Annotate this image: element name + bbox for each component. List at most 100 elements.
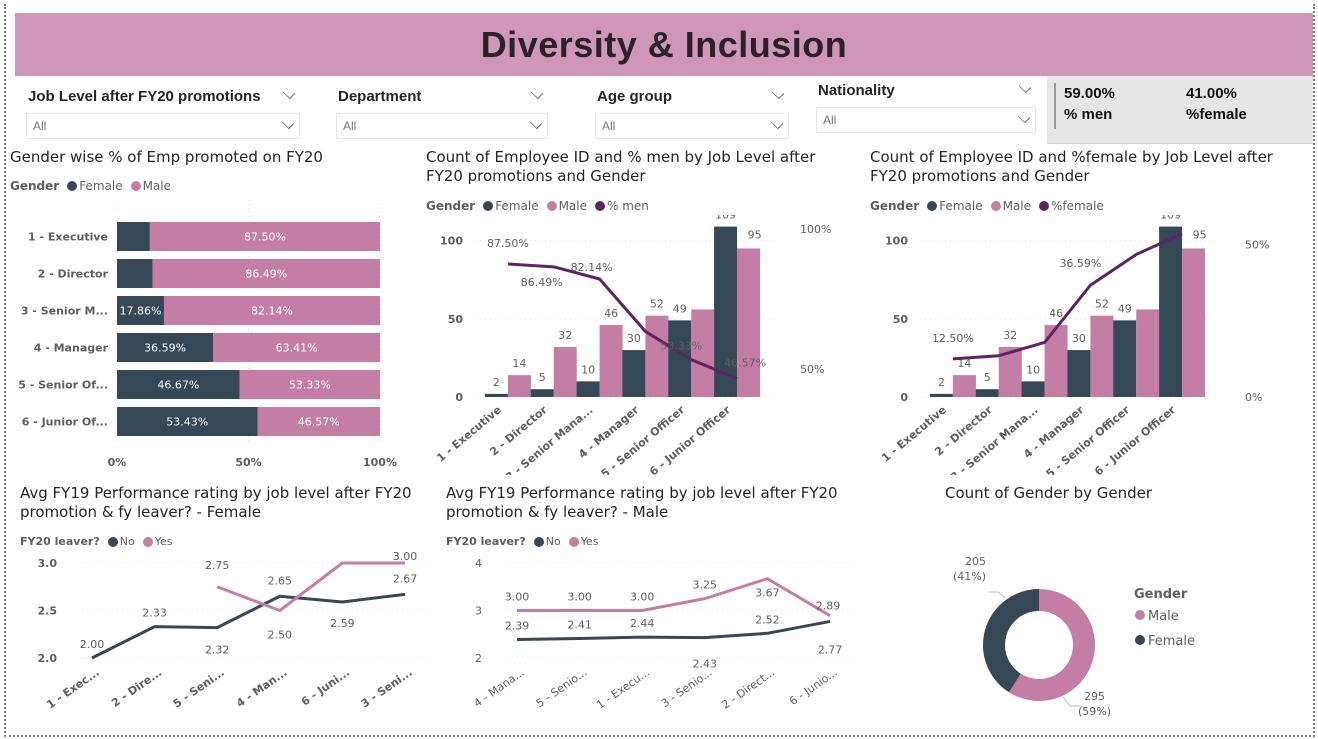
slicer-nationality[interactable]: Nationality All <box>816 79 1036 133</box>
bar-male <box>213 333 380 362</box>
chevron-down-icon[interactable] <box>282 86 296 100</box>
bar-female <box>1159 226 1183 397</box>
data-label: 49 <box>1118 302 1132 315</box>
line-series-no <box>91 592 406 660</box>
data-label: 2.41 <box>567 619 592 632</box>
y-tick-label: 0 <box>900 391 908 404</box>
x-tick-label: 4 - Man... <box>234 666 289 710</box>
y-tick-label: 2 - Director <box>38 268 109 281</box>
slicer-job-level[interactable]: Job Level after FY20 promotions All <box>26 85 300 139</box>
x-tick-label: 0% <box>108 456 127 469</box>
legend-dot-icon <box>568 536 579 547</box>
slicer-dropdown[interactable]: All <box>816 107 1036 133</box>
slicer-department[interactable]: Department All <box>336 85 548 139</box>
bar-male <box>239 370 380 399</box>
legend-dot-icon <box>1039 201 1050 211</box>
slicer-title: Nationality <box>818 81 895 99</box>
page-title: Diversity & Inclusion <box>480 23 848 65</box>
bar-female <box>117 259 153 288</box>
data-label: 10 <box>1026 363 1040 376</box>
x-tick-label: 4 - Mana... <box>471 666 526 710</box>
kpi-value: 59.00% <box>1064 85 1115 102</box>
legend-item-male[interactable]: Male <box>130 179 171 193</box>
data-label: 2.77 <box>818 643 843 656</box>
slicer-dropdown[interactable]: All <box>595 113 789 139</box>
legend-dot-icon <box>990 201 1001 211</box>
data-label: 49 <box>673 302 687 315</box>
slicer-age-group[interactable]: Age group All <box>595 85 789 139</box>
legend-item-no[interactable]: No <box>107 535 135 548</box>
bar-female <box>622 350 646 397</box>
data-label: 3.00 <box>567 591 592 604</box>
slicer-dropdown[interactable]: All <box>336 113 548 139</box>
data-label: 46.57% <box>298 416 340 429</box>
data-label: 109 <box>1160 215 1181 222</box>
y-tick-label: 1 - Executive <box>28 231 108 244</box>
legend-dot-icon <box>130 181 141 191</box>
legend-item-pct-female[interactable]: %female <box>1039 199 1104 213</box>
chevron-down-icon[interactable] <box>281 116 295 130</box>
slicer-title: Job Level after FY20 promotions <box>28 87 261 105</box>
legend-item-female[interactable]: Female <box>927 199 983 213</box>
legend-item-pct-men[interactable]: % men <box>595 199 649 213</box>
perf-male-chart: 2 3 4 4 - Mana... 5 - Senio... 1 - Execu... 3 … <box>471 557 855 712</box>
data-label: 2 <box>493 376 500 389</box>
legend-item-male[interactable]: Male <box>546 199 587 213</box>
legend-dot-icon <box>1135 635 1145 645</box>
bar-male <box>998 346 1022 397</box>
bar-male <box>257 407 380 436</box>
data-label: 205 <box>965 555 986 568</box>
chevron-down-icon[interactable] <box>1017 110 1031 124</box>
data-label: 3.00 <box>393 550 418 563</box>
data-label: 14 <box>512 357 526 370</box>
x-tick-label: 6 - Juni... <box>299 666 352 709</box>
legend-label: Yes <box>154 535 173 548</box>
x-tick-label: 6 - Junio... <box>787 666 840 708</box>
data-label: 3.00 <box>630 591 655 604</box>
perf-female-chart: 2.0 2.5 3.0 1 - Exec... 2 - Dire... 5 - Seni.… <box>38 550 430 711</box>
legend-dot-icon <box>927 201 938 211</box>
legend-item-female[interactable]: Female <box>67 179 123 193</box>
tick-label: 5 - Senior Officer <box>1044 403 1133 475</box>
kpi-card-men: 59.00% % men <box>1064 85 1115 123</box>
data-label: 95 <box>1193 228 1207 241</box>
legend-item-yes[interactable]: Yes <box>142 535 173 548</box>
bar-female <box>1113 320 1137 397</box>
legend-label: Female <box>495 199 539 213</box>
bar-female <box>530 389 554 397</box>
bar-male <box>152 259 380 288</box>
line-data-label: 53.33% <box>660 340 702 353</box>
legend-title: FY20 leaver? <box>446 535 526 548</box>
chevron-down-icon[interactable] <box>530 86 544 100</box>
data-label: 2.32 <box>205 644 230 657</box>
legend-item-female[interactable]: Female <box>483 199 539 213</box>
y-tick-label: 0 <box>455 391 463 404</box>
chevron-down-icon[interactable] <box>1018 80 1032 94</box>
x-tick-label: 100% <box>363 456 397 469</box>
y-tick-label: 4 <box>475 557 482 570</box>
legend-label: Male <box>1002 199 1032 213</box>
kpi-label: %female <box>1186 106 1247 123</box>
donut-slice-female <box>983 589 1039 693</box>
kpi-label: % men <box>1064 106 1113 123</box>
y-tick-label: 6 - Junior Of... <box>22 416 108 429</box>
chevron-down-icon[interactable] <box>771 86 785 100</box>
data-label: 17.86% <box>120 305 162 318</box>
y-tick-label: 100 <box>885 235 908 248</box>
y-tick-label: 5 - Senior Of... <box>18 379 108 392</box>
chevron-down-icon[interactable] <box>770 116 784 130</box>
data-label: 53.33% <box>289 379 331 392</box>
data-label: 2.39 <box>505 619 530 632</box>
y2-tick-label: 50% <box>800 363 824 376</box>
legend-item-no[interactable]: No <box>533 535 561 548</box>
data-label: 53.43% <box>166 416 208 429</box>
slicer-dropdown[interactable]: All <box>26 113 300 139</box>
legend-item-yes[interactable]: Yes <box>568 535 598 548</box>
y2-tick-label: 50% <box>1245 238 1269 251</box>
x-tick-label: 50% <box>235 456 261 469</box>
chevron-down-icon[interactable] <box>529 116 543 130</box>
chart-title: Count of Employee ID and %female by Job … <box>870 148 1273 185</box>
legend-item-male[interactable]: Male <box>990 199 1032 213</box>
